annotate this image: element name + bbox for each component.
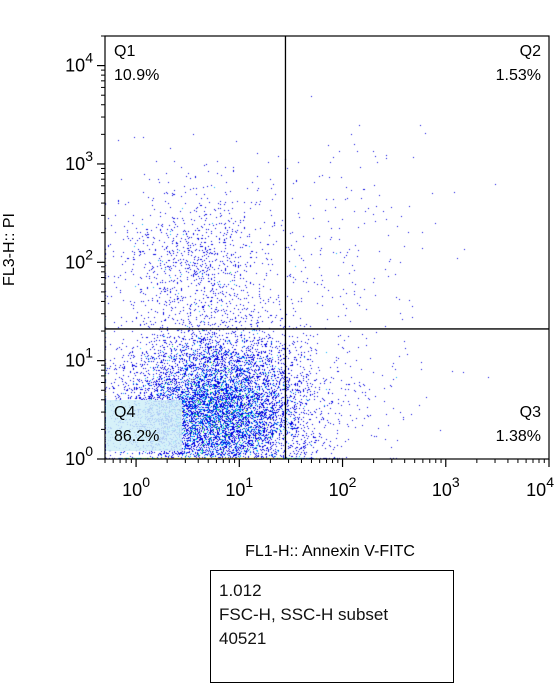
quadrant-percent-q1: 10.9%: [114, 67, 159, 84]
y-tick-label: 104: [65, 50, 93, 76]
y-tick-label: 103: [65, 148, 93, 174]
quadrant-percent-q3: 1.38%: [496, 428, 541, 445]
x-tick-label: 101: [225, 474, 253, 500]
sample-info-box: 1.012 FSC-H, SSC-H subset 40521: [210, 570, 454, 683]
y-axis-label: FL3-H:: PI: [1, 213, 18, 286]
y-tick-label: 100: [65, 443, 93, 469]
sample-value: 1.012: [219, 581, 262, 600]
sample-count: 40521: [219, 629, 267, 648]
x-tick-label: 100: [122, 474, 150, 500]
sample-gate: FSC-H, SSC-H subset: [219, 605, 389, 624]
density-points: [105, 36, 549, 459]
quadrant-name-q4: Q4: [114, 404, 135, 421]
quadrant-percent-q2: 1.53%: [496, 67, 541, 84]
quadrant-name-q2: Q2: [520, 43, 541, 60]
quadrant-name-q3: Q3: [520, 404, 541, 421]
y-tick-label: 101: [65, 345, 93, 371]
x-tick-label: 103: [432, 474, 460, 500]
x-tick-label: 102: [329, 474, 357, 500]
axes: [97, 35, 550, 467]
data-points: [105, 36, 549, 459]
quadrant-percent-q4: 86.2%: [114, 428, 159, 445]
quadrant-name-q1: Q1: [114, 43, 135, 60]
x-tick-label: 104: [526, 474, 554, 500]
y-tick-label: 102: [65, 246, 93, 272]
x-axis-label: FL1-H:: Annexin V-FITC: [245, 543, 415, 560]
quadrant-label-background: [106, 400, 182, 451]
